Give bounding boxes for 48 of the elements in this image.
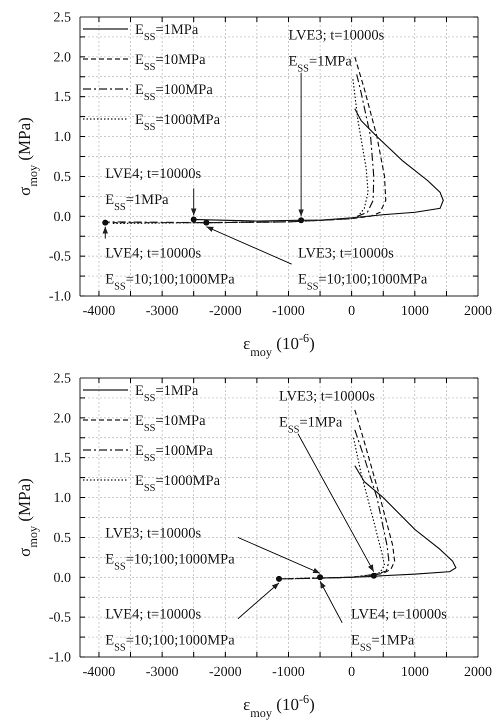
x-tick-label: 2000 xyxy=(464,304,492,319)
annotation: LVE4; t=10000s E$_{SS}$=10;100;1000MPa xyxy=(105,246,236,292)
x-tick-label: 2000 xyxy=(464,664,492,680)
x-tick-label: -4000 xyxy=(82,664,116,680)
y-tick-label: -0.5 xyxy=(48,610,71,626)
x-tick-label: -1000 xyxy=(272,304,305,319)
x-tick-label: -2000 xyxy=(208,664,242,680)
annotation: LVE4; t=10000s E$_{SS}$=10;100;1000MPa xyxy=(105,606,236,654)
y-tick-label: 0.0 xyxy=(54,570,71,586)
annotation: LVE3; t=10000s E$_{SS}$=1MPa xyxy=(279,388,376,435)
legend-label: E$_{SS}$=1MPa xyxy=(135,383,199,404)
x-axis-title: ε$_{moy}$ (10$^{-6}$) xyxy=(243,692,315,720)
y-tick-label: 0.5 xyxy=(54,530,71,546)
y-tick-label: -1.0 xyxy=(48,650,71,666)
x-tick-label: 1000 xyxy=(400,304,429,319)
y-tick-label: 1.0 xyxy=(54,491,71,506)
y-tick-label: 1.5 xyxy=(54,90,71,106)
legend-label: E$_{SS}$=1000MPa xyxy=(135,112,221,132)
x-tick-label: -2000 xyxy=(208,304,242,319)
annotation: LVE3; t=10000s E$_{SS}$=10;100;1000MPa xyxy=(298,246,428,292)
x-tick-label: -3000 xyxy=(146,304,178,319)
annotation: LVE4; t=10000s E$_{SS}$=1MPa xyxy=(105,166,202,213)
annotation: LVE3; t=10000s E$_{SS}$=10;100;1000MPa xyxy=(105,525,236,572)
legend-label: E$_{SS}$=1MPa xyxy=(135,22,199,42)
y-tick-label: 2.0 xyxy=(54,50,71,66)
x-tick-label: -1000 xyxy=(272,664,305,680)
x-tick-label: 0 xyxy=(348,304,356,319)
legend-label: E$_{SS}$=10MPa xyxy=(135,413,206,434)
y-tick-label: -1.0 xyxy=(48,289,71,304)
y-tick-label: 1.0 xyxy=(54,130,71,146)
x-tick-label: 1000 xyxy=(400,664,429,680)
x-axis-title: ε$_{moy}$ (10$^{-6}$) xyxy=(243,331,315,359)
y-tick-label: 0.5 xyxy=(54,170,71,185)
x-tick-label: -4000 xyxy=(82,304,116,319)
legend-label: E$_{SS}$=100MPa xyxy=(135,82,214,102)
annotation: LVE3; t=10000s E$_{SS}$=1MPa xyxy=(288,27,385,74)
x-tick-label: -3000 xyxy=(146,664,178,680)
y-tick-label: 0.0 xyxy=(54,210,71,225)
annotation: LVE4; t=10000s E$_{SS}$=1MPa xyxy=(351,606,448,654)
legend-label: E$_{SS}$=100MPa xyxy=(135,443,214,464)
y-tick-label: 2.0 xyxy=(54,411,71,426)
y-tick-label: -0.5 xyxy=(48,250,71,265)
x-tick-label: 0 xyxy=(348,664,356,680)
y-tick-label: 2.5 xyxy=(54,10,71,26)
y-tick-label: 2.5 xyxy=(54,371,71,386)
y-tick-label: 1.5 xyxy=(54,451,71,466)
legend-label: E$_{SS}$=10MPa xyxy=(135,52,206,72)
legend-label: E$_{SS}$=1000MPa xyxy=(135,473,221,494)
